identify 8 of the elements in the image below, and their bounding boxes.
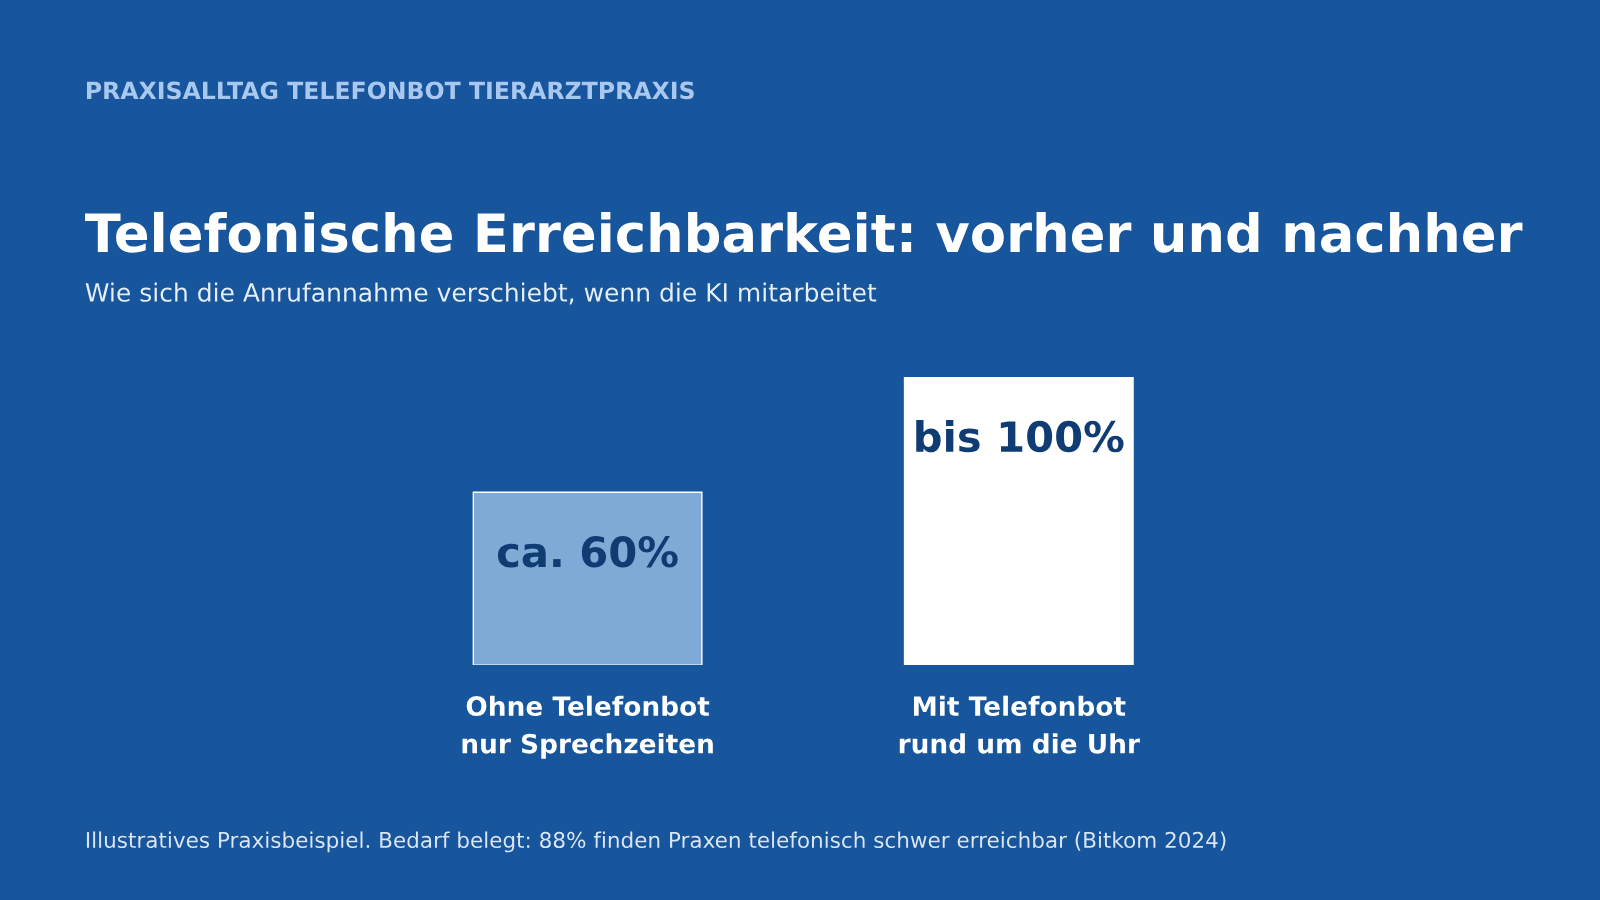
text: Illustratives Praxisbeispiel. Bedarf belegt: 88% finden Praxen telefonisch schwer erreichbar (Bitkom 2024) — [86, 831, 1226, 853]
text: PRAXISALLTAG TELEFONBOT TIERARZTPRAXIS — [86, 81, 694, 100]
chart-title: Telefonische Erreichbarkeit: vorher und nachher — [85, 211, 1523, 253]
x-tick-label: Ohne Telefonbot nur Sprechzeiten — [462, 695, 713, 759]
data-label: bis 100% — [916, 420, 1124, 453]
chart-subtitle: Wie sich die Anrufannahme verschiebt, wenn die KI mitarbeitet — [85, 282, 877, 305]
data-label: ca. 60% — [497, 536, 678, 568]
x-tick-label: Mit Telefonbot rund um die Uhr — [899, 695, 1140, 754]
